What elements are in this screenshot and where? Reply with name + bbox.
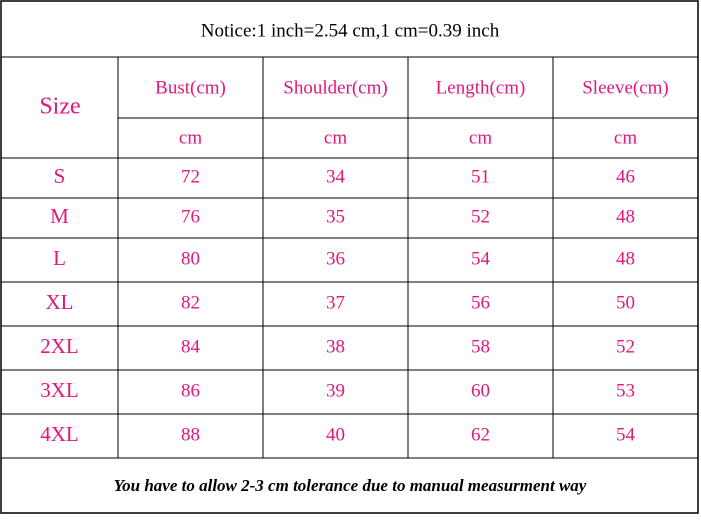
- size-label: L: [53, 246, 66, 270]
- column-header: Sleeve(cm): [582, 77, 669, 98]
- unit-label: cm: [179, 127, 202, 148]
- notice: Notice:1 inch=2.54 cm,1 cm=0.39 inch: [201, 20, 500, 41]
- unit-label: cm: [324, 127, 347, 148]
- measurement: 37: [326, 292, 345, 313]
- measurement: 86: [181, 380, 200, 401]
- measurement: 36: [326, 248, 345, 269]
- column-header: Length(cm): [436, 77, 526, 98]
- measurement: 48: [616, 206, 635, 227]
- measurement: 82: [181, 292, 200, 313]
- measurement: 38: [326, 336, 345, 357]
- measurement: 46: [616, 166, 635, 187]
- measurement: 60: [471, 380, 490, 401]
- size-label: M: [50, 204, 69, 228]
- measurement: 51: [471, 166, 490, 187]
- measurement: 52: [471, 206, 490, 227]
- measurement: 58: [471, 336, 490, 357]
- measurement: 76: [181, 206, 200, 227]
- size-label: 3XL: [40, 378, 79, 402]
- measurement: 34: [326, 166, 346, 187]
- size-label: 4XL: [40, 422, 79, 446]
- column-header: Shoulder(cm): [283, 77, 387, 98]
- measurement: 40: [326, 424, 345, 445]
- measurement: 80: [181, 248, 200, 269]
- measurement: 84: [181, 336, 201, 357]
- footer-note: You have to allow 2-3 cm tolerance due t…: [114, 476, 587, 495]
- measurement: 56: [471, 292, 490, 313]
- size-label: XL: [46, 290, 74, 314]
- measurement: 72: [181, 166, 200, 187]
- measurement: 48: [616, 248, 635, 269]
- measurement: 88: [181, 424, 200, 445]
- column-header: Bust(cm): [155, 77, 226, 98]
- measurement: 50: [616, 292, 635, 313]
- measurement: 54: [616, 424, 636, 445]
- size-label: S: [54, 164, 66, 188]
- measurement: 53: [616, 380, 635, 401]
- size-label: 2XL: [40, 334, 79, 358]
- measurement: 39: [326, 380, 345, 401]
- measurement: 62: [471, 424, 490, 445]
- measurement: 35: [326, 206, 345, 227]
- unit-label: cm: [469, 127, 492, 148]
- measurement: 52: [616, 336, 635, 357]
- measurement: 54: [471, 248, 491, 269]
- unit-label: cm: [614, 127, 637, 148]
- size-header: Size: [39, 94, 80, 120]
